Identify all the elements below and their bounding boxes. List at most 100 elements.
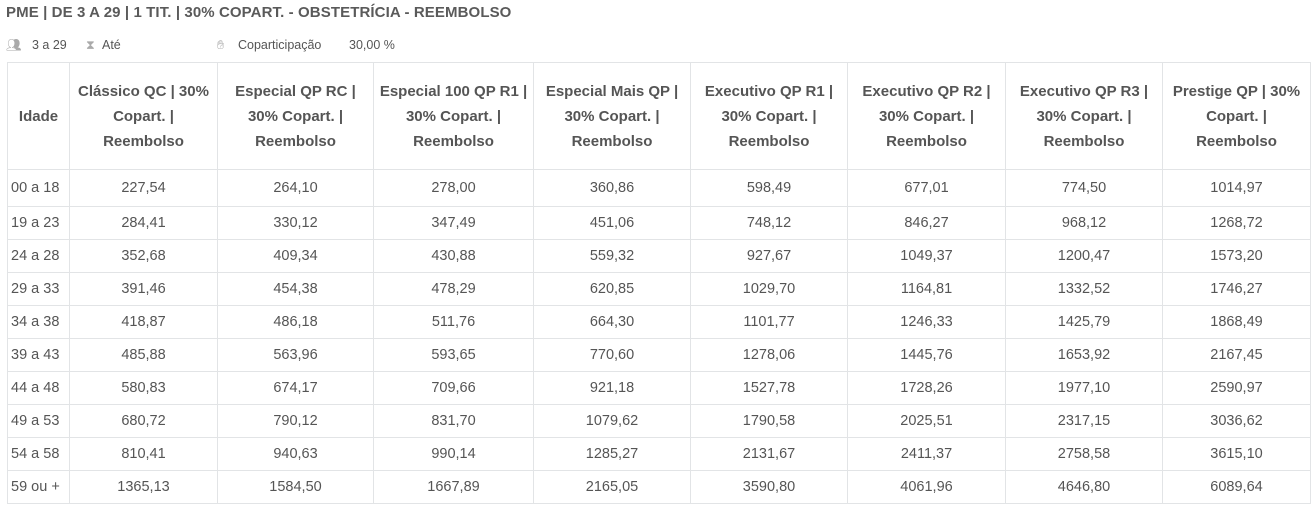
price-cell: 748,12 <box>690 206 848 240</box>
price-cell: 1164,81 <box>847 272 1006 306</box>
lives-range: 3 a 29 <box>32 38 67 52</box>
price-cell: 2167,45 <box>1162 338 1311 372</box>
price-cell: 430,88 <box>373 239 534 273</box>
price-cell: 2590,97 <box>1162 371 1311 405</box>
copart-value: 30,00 % <box>349 38 395 52</box>
column-header-age: Idade <box>7 62 70 170</box>
column-header-plan: Clássico QC | 30% Copart. | Reembolso <box>69 62 218 170</box>
price-cell: 770,60 <box>533 338 691 372</box>
price-cell: 2131,67 <box>690 437 848 471</box>
price-cell: 6089,64 <box>1162 470 1311 504</box>
table-row: 54 a 58 810,41 940,63 990,14 1285,27 2131,67 2… <box>7 437 1311 471</box>
price-cell: 1425,79 <box>1005 305 1163 339</box>
table-row: 44 a 48 580,83 674,17 709,66 921,18 1527,78 17… <box>7 371 1311 405</box>
people-icon: 👥︎ <box>6 38 22 52</box>
price-cell: 3036,62 <box>1162 404 1311 438</box>
price-cell: 2411,37 <box>847 437 1006 471</box>
plan-info: 👥︎ 3 a 29 ⧗ Até ✋︎ Coparticipação 30,00 … <box>6 38 606 56</box>
age-range-cell: 39 a 43 <box>7 338 70 372</box>
table-row: 39 a 43 485,88 563,96 593,65 770,60 1278,06 14… <box>7 338 1311 372</box>
price-cell: 598,49 <box>690 169 848 207</box>
price-cell: 990,14 <box>373 437 534 471</box>
price-cell: 810,41 <box>69 437 218 471</box>
price-cell: 580,83 <box>69 371 218 405</box>
price-table: Idade Clássico QC | 30% Copart. | Reembol… <box>7 62 1311 504</box>
price-cell: 831,70 <box>373 404 534 438</box>
term-label: Até <box>102 38 121 52</box>
table-row: 29 a 33 391,46 454,38 478,29 620,85 1029,70 11… <box>7 272 1311 306</box>
age-range-cell: 54 a 58 <box>7 437 70 471</box>
price-cell: 559,32 <box>533 239 691 273</box>
age-range-cell: 00 a 18 <box>7 169 70 207</box>
price-cell: 1573,20 <box>1162 239 1311 273</box>
price-cell: 968,12 <box>1005 206 1163 240</box>
table-row: 49 a 53 680,72 790,12 831,70 1079,62 1790,58 2… <box>7 404 1311 438</box>
table-row: 59 ou +1365,13 1584,50 1667,89 2165,05 3590,… <box>7 470 1311 504</box>
price-cell: 1977,10 <box>1005 371 1163 405</box>
price-cell: 1653,92 <box>1005 338 1163 372</box>
price-cell: 1246,33 <box>847 305 1006 339</box>
price-cell: 227,54 <box>69 169 218 207</box>
age-range-cell: 44 a 48 <box>7 371 70 405</box>
age-range-cell: 59 ou + <box>7 470 70 504</box>
age-range-cell: 29 a 33 <box>7 272 70 306</box>
column-header-plan: Executivo QP R1 | 30% Copart. | Reembols… <box>690 62 848 170</box>
price-cell: 409,34 <box>217 239 374 273</box>
price-cell: 1746,27 <box>1162 272 1311 306</box>
page-title: PME | DE 3 A 29 | 1 TIT. | 30% COPART. -… <box>6 4 512 21</box>
price-cell: 451,06 <box>533 206 691 240</box>
price-cell: 1049,37 <box>847 239 1006 273</box>
price-cell: 2758,58 <box>1005 437 1163 471</box>
column-header-plan: Executivo QP R3 | 30% Copart. | Reembols… <box>1005 62 1163 170</box>
price-cell: 1332,52 <box>1005 272 1163 306</box>
price-cell: 1527,78 <box>690 371 848 405</box>
price-cell: 485,88 <box>69 338 218 372</box>
column-header-plan: Executivo QP R2 | 30% Copart. | Reembols… <box>847 62 1006 170</box>
price-cell: 664,30 <box>533 305 691 339</box>
hand-coin-icon: ✋︎ <box>217 38 225 52</box>
price-cell: 790,12 <box>217 404 374 438</box>
price-cell: 563,96 <box>217 338 374 372</box>
price-cell: 330,12 <box>217 206 374 240</box>
price-cell: 1728,26 <box>847 371 1006 405</box>
price-cell: 391,46 <box>69 272 218 306</box>
price-cell: 1790,58 <box>690 404 848 438</box>
column-header-plan: Prestige QP | 30% Copart. | Reembolso <box>1162 62 1311 170</box>
price-cell: 278,00 <box>373 169 534 207</box>
price-cell: 1278,06 <box>690 338 848 372</box>
price-cell: 3590,80 <box>690 470 848 504</box>
table-row: 00 a 18 227,54 264,10 278,00 360,86 598,49 677… <box>7 169 1311 207</box>
price-cell: 511,76 <box>373 305 534 339</box>
price-cell: 674,17 <box>217 371 374 405</box>
age-range-cell: 24 a 28 <box>7 239 70 273</box>
table-row: 24 a 28 352,68 409,34 430,88 559,32 927,67 104… <box>7 239 1311 273</box>
column-header-plan: Especial 100 QP R1 | 30% Copart. | Reemb… <box>373 62 534 170</box>
age-range-cell: 49 a 53 <box>7 404 70 438</box>
price-cell: 3615,10 <box>1162 437 1311 471</box>
header-row: Idade Clássico QC | 30% Copart. | Reembol… <box>7 62 1311 170</box>
price-cell: 1101,77 <box>690 305 848 339</box>
price-cell: 352,68 <box>69 239 218 273</box>
price-cell: 921,18 <box>533 371 691 405</box>
price-cell: 264,10 <box>217 169 374 207</box>
price-cell: 1079,62 <box>533 404 691 438</box>
copart-label: Coparticipação <box>238 38 322 52</box>
price-cell: 1014,97 <box>1162 169 1311 207</box>
price-cell: 4061,96 <box>847 470 1006 504</box>
price-cell: 1584,50 <box>217 470 374 504</box>
price-cell: 1268,72 <box>1162 206 1311 240</box>
price-cell: 1365,13 <box>69 470 218 504</box>
price-cell: 486,18 <box>217 305 374 339</box>
price-cell: 418,87 <box>69 305 218 339</box>
price-cell: 360,86 <box>533 169 691 207</box>
price-cell: 709,66 <box>373 371 534 405</box>
price-cell: 1285,27 <box>533 437 691 471</box>
price-cell: 680,72 <box>69 404 218 438</box>
price-cell: 2165,05 <box>533 470 691 504</box>
table-row: 34 a 38 418,87 486,18 511,76 664,30 1101,77 12… <box>7 305 1311 339</box>
column-header-plan: Especial Mais QP | 30% Copart. | Reembol… <box>533 62 691 170</box>
price-cell: 1868,49 <box>1162 305 1311 339</box>
column-header-plan: Especial QP RC | 30% Copart. | Reembolso <box>217 62 374 170</box>
age-range-cell: 34 a 38 <box>7 305 70 339</box>
age-range-cell: 19 a 23 <box>7 206 70 240</box>
